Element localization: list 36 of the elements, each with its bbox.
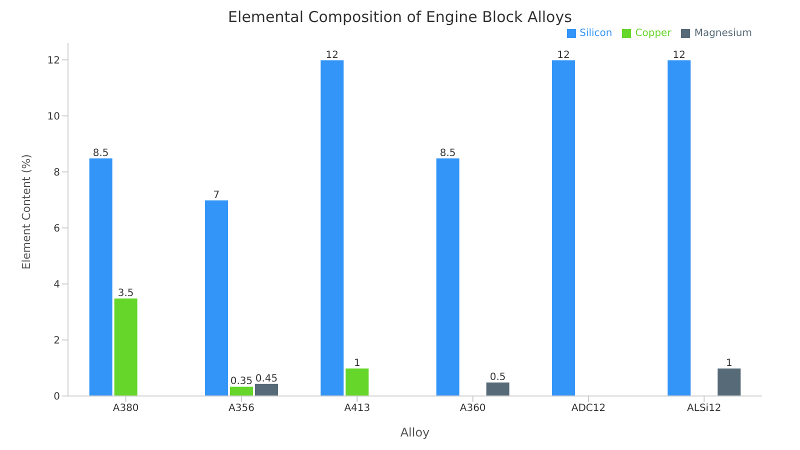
y-tick-label: 4 <box>54 279 60 290</box>
x-tick-label: ADC12 <box>571 403 606 414</box>
bar <box>435 157 460 396</box>
bar <box>550 59 576 396</box>
legend-label: Silicon <box>580 28 612 39</box>
x-tick-label: A356 <box>228 403 254 414</box>
data-label: 3.5 <box>118 288 134 299</box>
bar <box>485 381 510 396</box>
data-label: 0.5 <box>490 372 506 383</box>
x-tick-label: A413 <box>344 403 370 414</box>
data-label: 8.5 <box>92 148 109 159</box>
legend-label: Magnesium <box>694 28 752 39</box>
data-label: 1 <box>726 358 732 369</box>
data-label: 0.45 <box>255 373 278 384</box>
y-tick-label: 2 <box>54 336 60 347</box>
x-tick-label: ALSi12 <box>687 403 722 414</box>
data-label: 1 <box>354 358 360 369</box>
data-label: 12 <box>557 50 570 61</box>
data-label: 12 <box>326 50 339 61</box>
data-label: 8.5 <box>440 148 456 159</box>
data-label: 7 <box>213 190 220 201</box>
y-tick-label: 12 <box>47 55 60 66</box>
x-tick-label: A360 <box>460 403 486 414</box>
y-tick-label: 6 <box>54 223 60 234</box>
y-tick-label: 0 <box>54 392 60 403</box>
data-label: 0.35 <box>230 376 253 388</box>
bar <box>716 367 742 396</box>
chart-title: Elemental Composition of Engine Block Alloys <box>227 8 573 26</box>
x-tick-label: A380 <box>112 403 139 414</box>
bar <box>666 59 692 396</box>
y-tick-label: 8 <box>54 167 60 178</box>
data-label: 12 <box>672 50 686 61</box>
y-axis-title: Element Content (%) <box>20 154 33 270</box>
y-tick-label: 10 <box>47 111 60 122</box>
x-axis-title: Alloy <box>400 426 430 440</box>
legend-label: Copper <box>635 28 672 39</box>
